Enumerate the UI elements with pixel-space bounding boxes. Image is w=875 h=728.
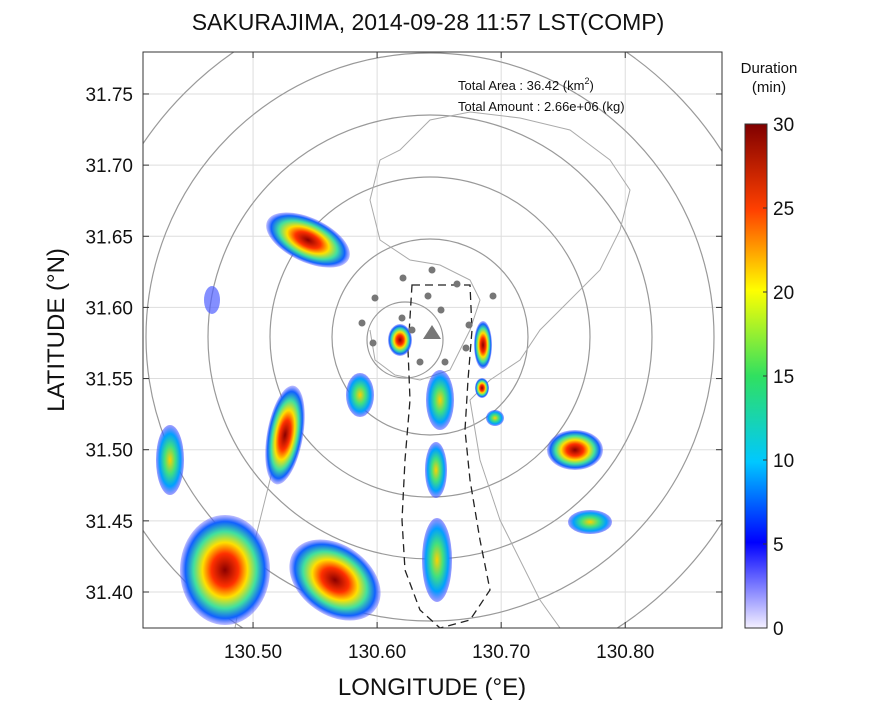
colorbar-tick-label: 25 — [773, 199, 794, 220]
y-tick-label: 31.65 — [85, 227, 133, 248]
x-tick-label: 130.60 — [348, 642, 406, 663]
plot-frame — [142, 51, 723, 629]
x-tick-label: 130.70 — [472, 642, 530, 663]
axes: 130.50 130.60 130.70 130.80 31.40 31.45 31.50 3… — [85, 52, 722, 663]
map-layer — [143, 52, 722, 628]
x-tick-label: 130.50 — [224, 642, 282, 663]
y-tick-label: 31.55 — [85, 370, 133, 391]
colorbar-tick-label: 5 — [773, 535, 784, 556]
y-tick-label: 31.75 — [85, 85, 133, 106]
y-tick-label: 31.40 — [85, 583, 133, 604]
colorbar-unit: (min) — [752, 79, 786, 96]
total-amount: Total Amount : 2.66e+06 (kg) — [458, 99, 625, 114]
colorbar-axis: 0 5 10 15 20 25 30 — [763, 115, 794, 640]
y-tick-label: 31.45 — [85, 512, 133, 533]
colorbar-tick-label: 15 — [773, 367, 794, 388]
x-tick-label: 130.80 — [596, 642, 654, 663]
colorbar-tick-label: 0 — [773, 619, 784, 640]
y-tick-label: 31.70 — [85, 156, 133, 177]
y-tick-label: 31.60 — [85, 298, 133, 319]
colorbar-tick-label: 30 — [773, 115, 794, 136]
y-axis-label: LATITUDE (°N) — [43, 248, 70, 412]
x-axis-label: LONGITUDE (°E) — [338, 674, 526, 701]
colorbar-tick-label: 10 — [773, 451, 794, 472]
colorbar-tick-label: 20 — [773, 283, 794, 304]
total-area: Total Area : 36.42 (km2) — [458, 76, 594, 93]
chart-title: SAKURAJIMA, 2014-09-28 11:57 LST(COMP) — [192, 9, 665, 35]
colorbar-title: Duration — [741, 60, 798, 77]
y-tick-label: 31.50 — [85, 441, 133, 462]
